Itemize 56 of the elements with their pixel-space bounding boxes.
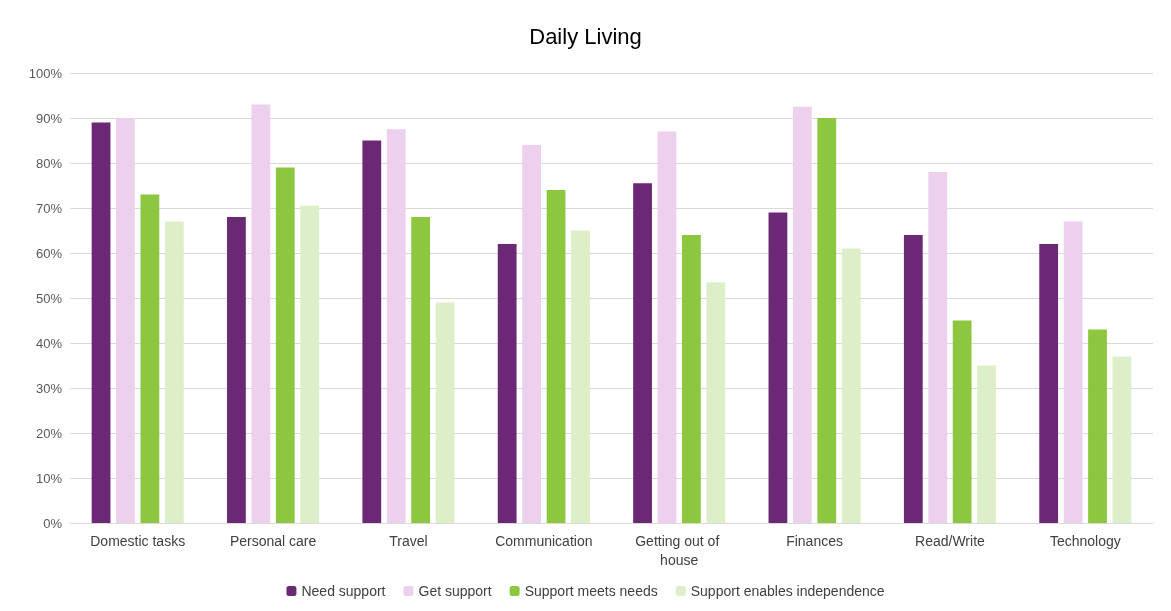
bar [633,183,652,523]
bar [116,118,135,523]
bar [91,122,111,523]
bar [1063,221,1083,523]
bar [817,118,837,523]
bar [841,248,861,523]
x-tick-label: Domestic tasks [90,532,186,549]
bar [522,145,541,523]
bar [977,365,996,523]
bar [682,235,701,523]
bar [706,282,726,523]
x-tick-label: Read/Write [915,532,986,549]
bar [386,129,406,523]
y-tick-label: 0% [43,515,63,531]
legend-label: Need support [301,583,386,599]
bar [411,217,431,523]
x-tick-label: Finances [786,532,843,549]
bar [140,194,160,523]
bar [1039,244,1059,523]
x-tick-label: Personal care [229,532,317,549]
bar [435,302,455,523]
x-tick-label: Communication [495,532,593,549]
legend-label: Get support [418,583,492,599]
y-tick-label: 80% [35,155,63,171]
x-tick-label: Technology [1049,532,1121,549]
y-tick-label: 50% [35,290,63,306]
legend-label: Support meets needs [524,583,658,599]
legend-label: Support enables independence [690,583,885,599]
bar [903,235,923,523]
bar [1112,356,1132,523]
y-tick-label: 60% [35,245,63,261]
bar [362,140,382,523]
bar [792,106,812,523]
x-tick-label: Travel [389,532,428,549]
bar [571,230,590,523]
bar [497,244,517,523]
y-tick-label: 20% [35,425,63,441]
bar [164,221,184,523]
bar [300,205,320,523]
bar [928,172,948,523]
y-tick-label: 30% [35,380,63,396]
y-tick-label: 70% [35,200,63,216]
chart-title: Daily Living [529,23,642,49]
bar [1088,329,1107,523]
y-tick-label: 90% [35,110,63,126]
y-tick-label: 100% [28,65,63,81]
bar [227,217,246,523]
y-tick-label: 10% [35,470,63,486]
bar [768,212,788,523]
bar [657,131,677,523]
bar [251,104,271,523]
bar [952,320,972,523]
x-tick-label: Getting out of house [635,532,724,568]
bar [546,190,566,523]
y-tick-label: 40% [35,335,63,351]
bar [275,167,295,523]
